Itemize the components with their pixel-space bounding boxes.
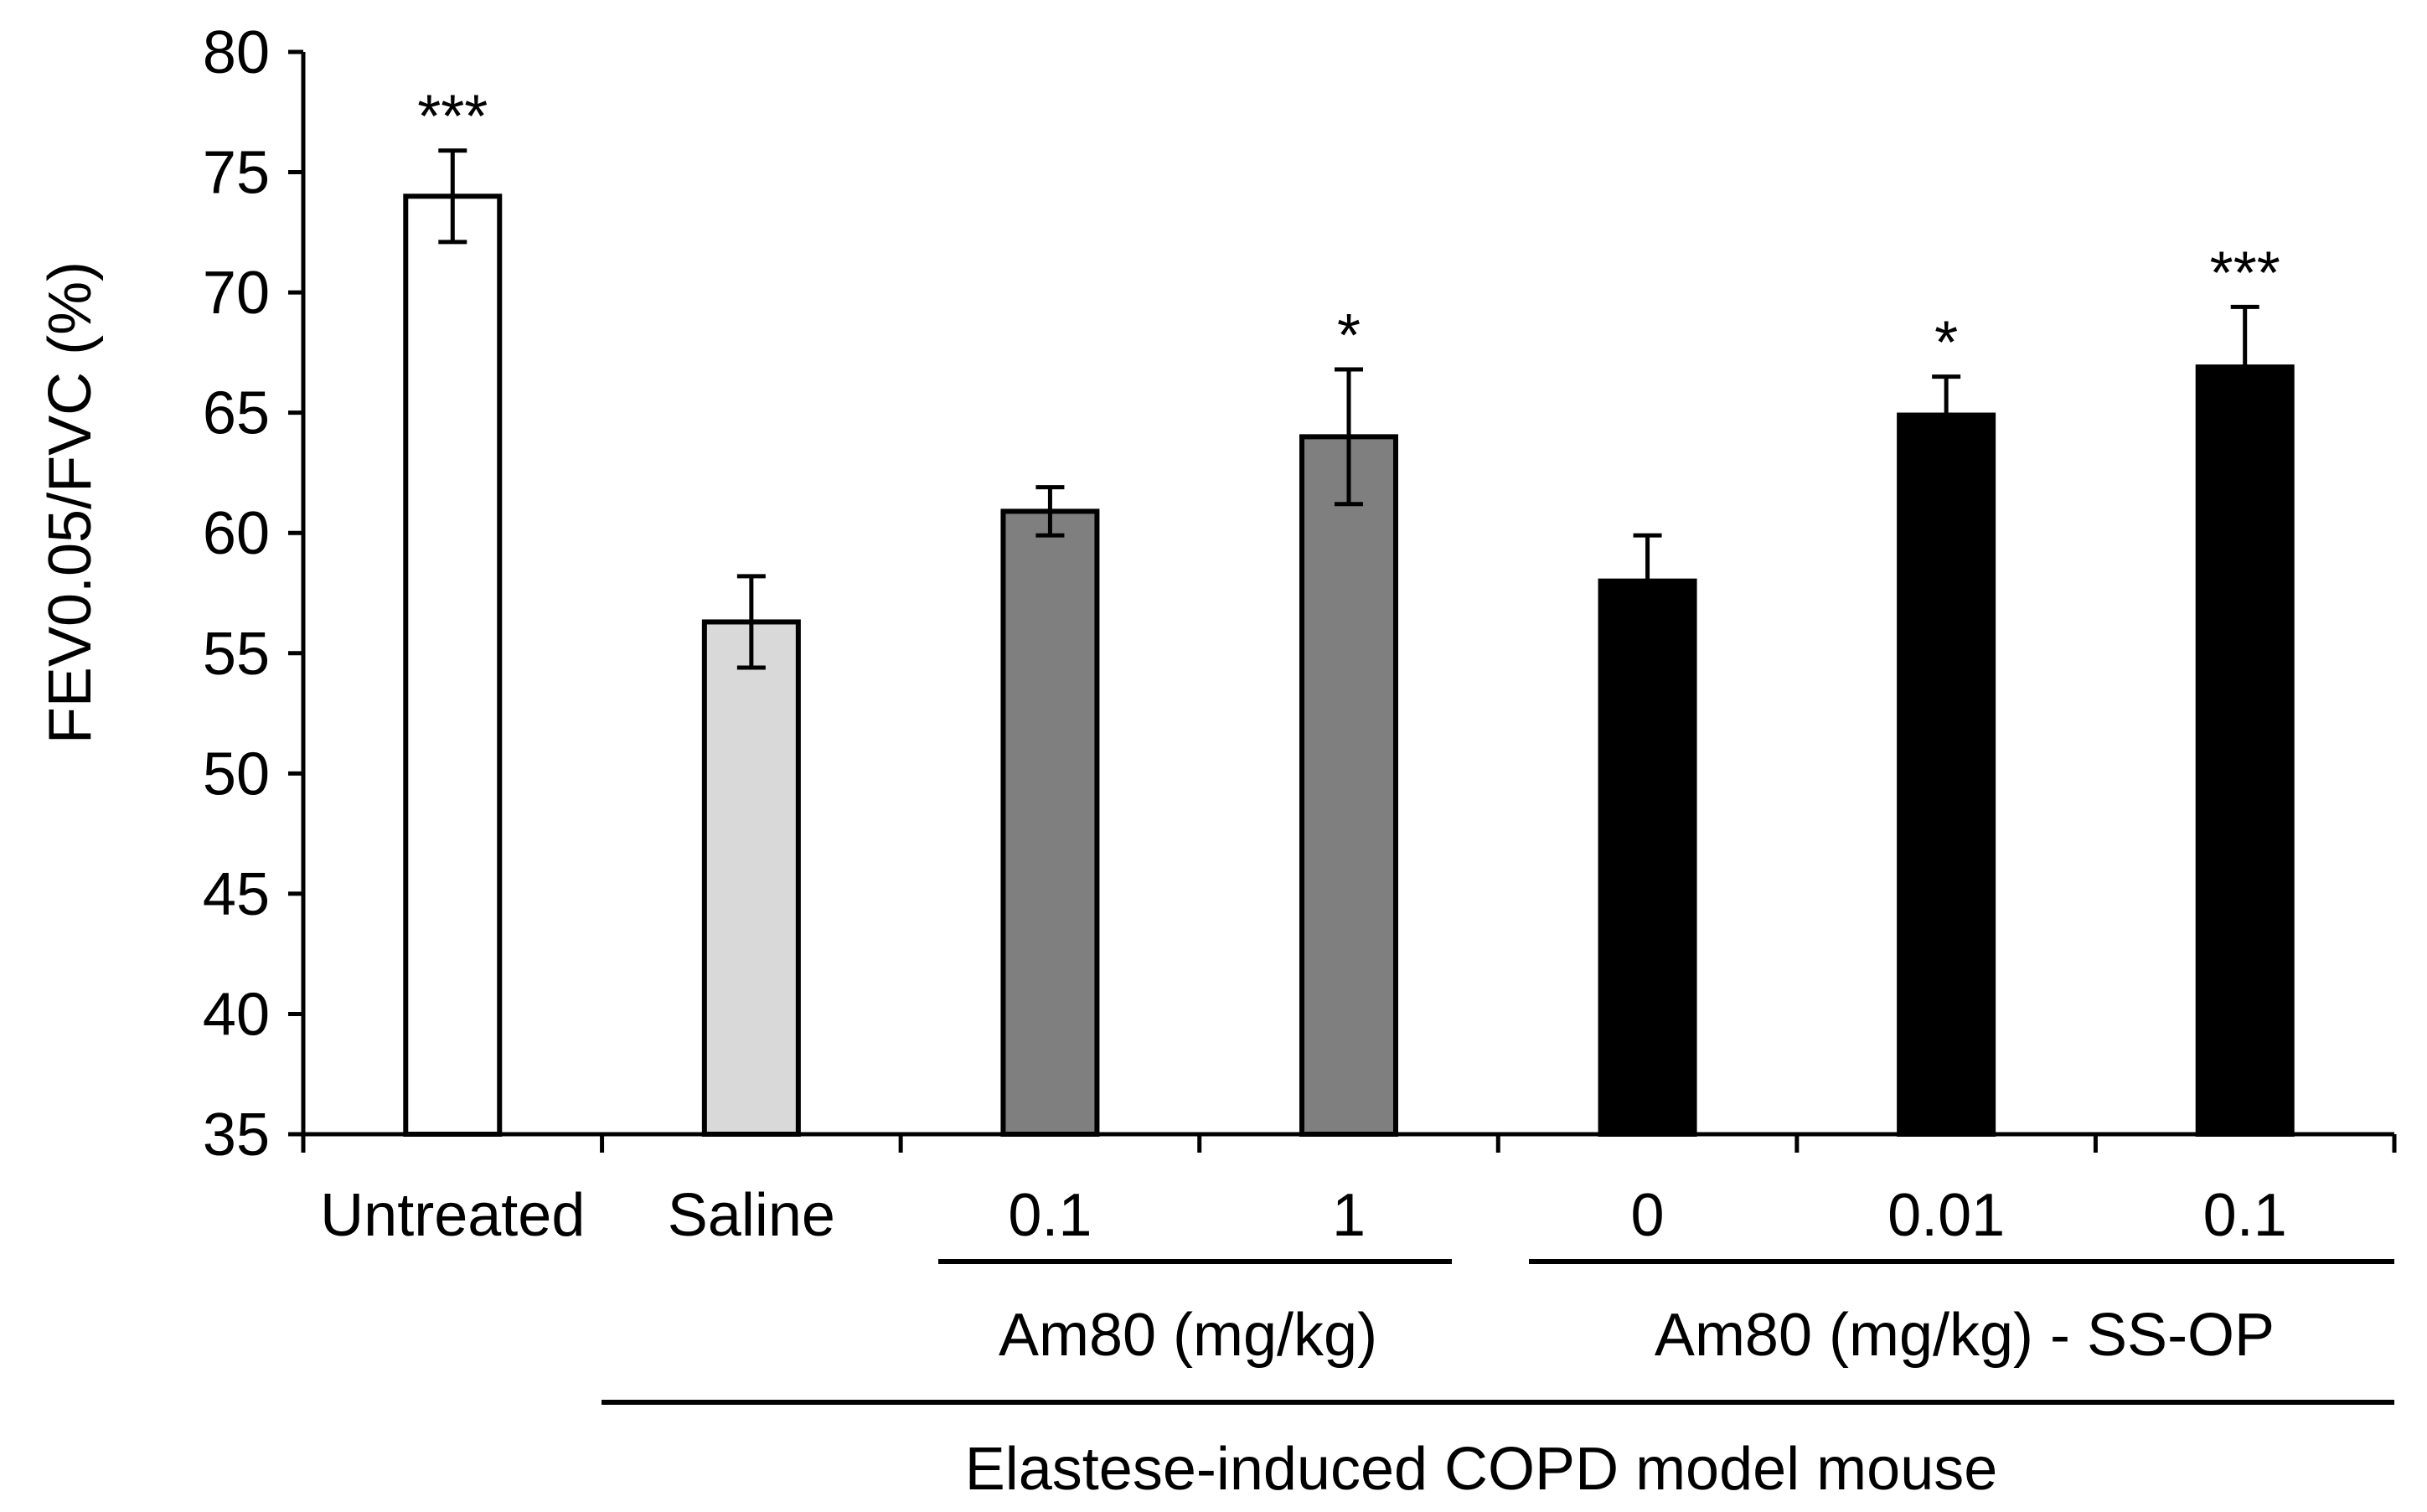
significance-marker: * — [1934, 310, 1958, 377]
significance-marker: *** — [417, 84, 488, 151]
x-tick-label: 0 — [1631, 1182, 1665, 1249]
significance-marker: * — [1337, 302, 1361, 369]
y-tick-label: 50 — [203, 741, 270, 808]
significance-marker: *** — [2210, 240, 2280, 307]
x-tick-label: Saline — [668, 1182, 835, 1249]
group-label-am80-ssop: Am80 (mg/kg) - SS-OP — [1655, 1302, 2275, 1369]
bar — [701, 619, 801, 1137]
x-tick-label: 0.1 — [1008, 1182, 1092, 1249]
y-tick-label: 70 — [203, 260, 270, 327]
y-tick-label: 40 — [203, 981, 270, 1048]
x-tick-label: 1 — [1332, 1182, 1366, 1249]
bar — [403, 194, 503, 1137]
labels: FEV0.05/FVC (%) Am80 (mg/kg) Am80 (mg/kg… — [37, 261, 2394, 1503]
bar — [2195, 364, 2295, 1138]
bar — [1000, 508, 1100, 1137]
bar — [1299, 434, 1398, 1137]
y-tick-label: 35 — [203, 1102, 270, 1169]
y-tick-label: 65 — [203, 380, 270, 447]
x-axis: Untreated Saline 0.1 1 0 0.01 0.1 — [301, 1132, 2397, 1249]
y-tick-label: 80 — [203, 19, 270, 86]
x-tick-label: Untreated — [320, 1182, 585, 1249]
bar — [1897, 412, 1996, 1137]
y-axis: 35 40 45 50 55 60 65 70 75 80 — [203, 19, 306, 1169]
y-tick-label: 45 — [203, 861, 270, 928]
group-label-am80: Am80 (mg/kg) — [999, 1302, 1377, 1369]
bar — [1598, 578, 1697, 1137]
y-tick-label: 75 — [203, 140, 270, 207]
y-axis-label: FEV0.05/FVC (%) — [37, 261, 104, 744]
y-tick-label: 55 — [203, 621, 270, 688]
x-axis-label: Elastese-induced COPD model mouse — [965, 1436, 1998, 1503]
x-tick-label: 0.01 — [1887, 1182, 2005, 1249]
bars: **** **** — [403, 84, 2295, 1138]
x-tick-label: 0.1 — [2203, 1182, 2287, 1249]
y-tick-label: 60 — [203, 500, 270, 567]
